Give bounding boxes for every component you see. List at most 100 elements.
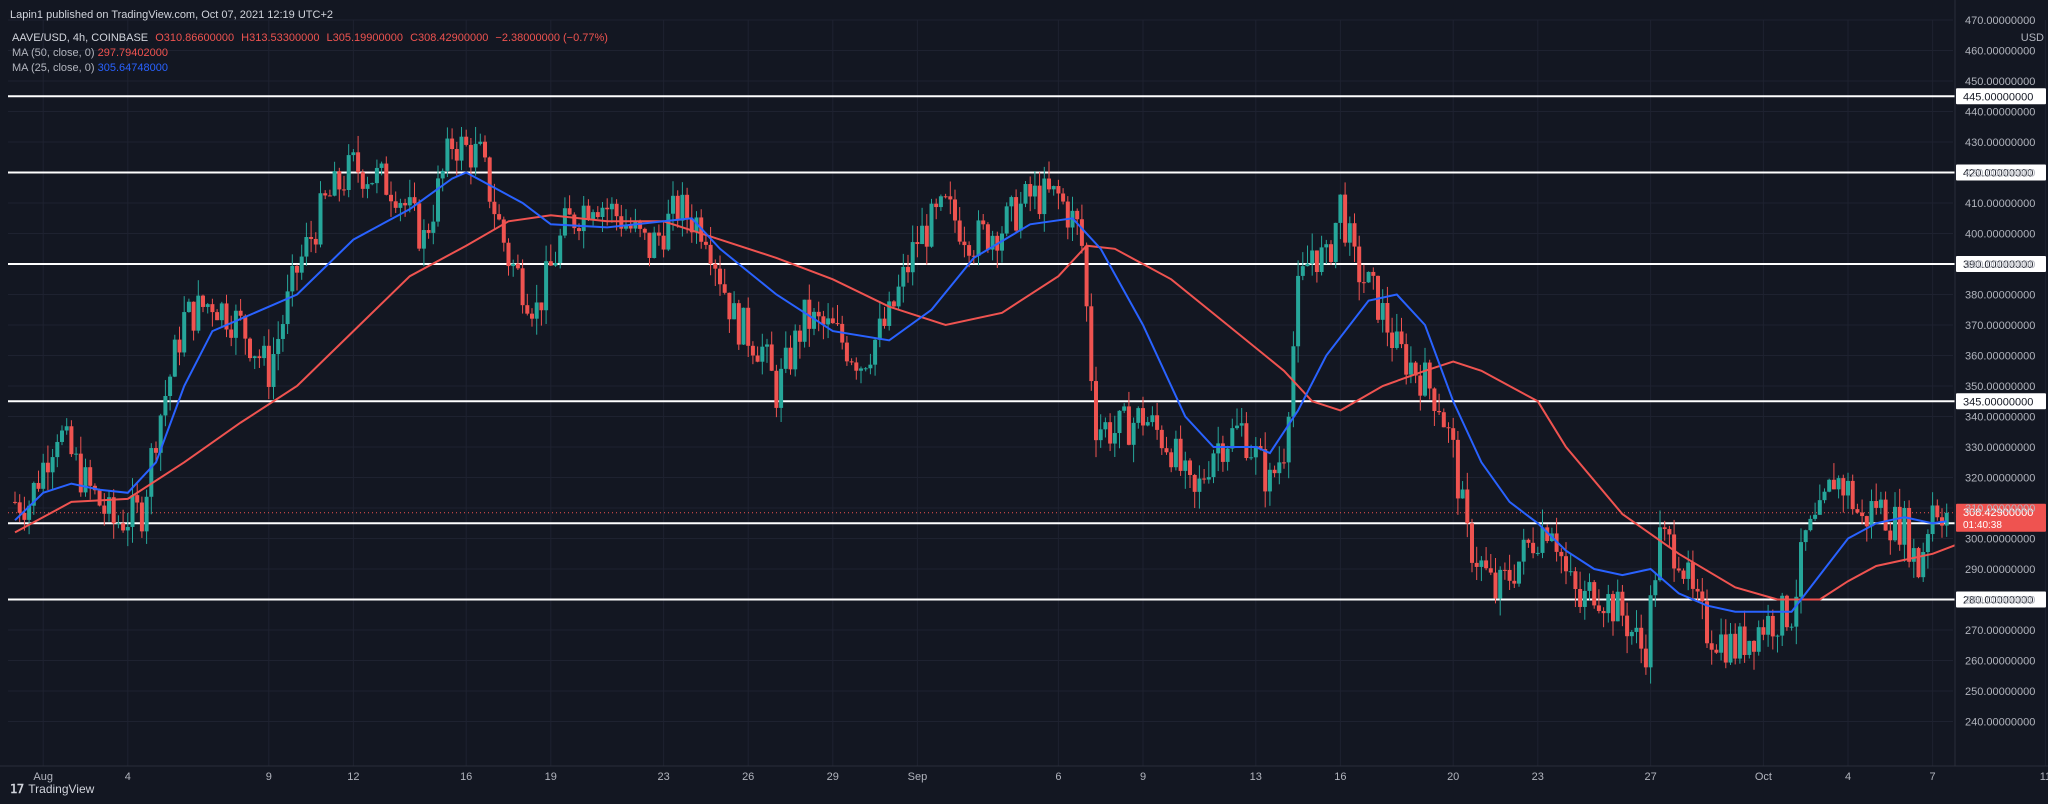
candle-body xyxy=(614,203,619,217)
chart-grid xyxy=(8,19,2046,766)
candle-body xyxy=(266,345,271,387)
published-header: Lapin1 published on TradingView.com, Oct… xyxy=(10,9,333,21)
price-tick-label: 300.00000000 xyxy=(1965,534,2035,546)
candle-body xyxy=(1902,507,1907,545)
candle-body xyxy=(1474,562,1479,567)
tradingview-logo[interactable]: 𝟣𝟩 TradingView xyxy=(10,782,94,796)
candle-body xyxy=(1540,527,1545,553)
candle-body xyxy=(835,323,840,325)
ma25-legend[interactable]: MA (25, close, 0) 305.64748000 xyxy=(12,61,612,76)
candle-body xyxy=(1056,186,1061,194)
candle-body xyxy=(440,170,445,179)
candle-body xyxy=(812,311,816,329)
candle-body xyxy=(1855,509,1860,513)
price-tick-label: 320.00000000 xyxy=(1965,473,2035,485)
candle-body xyxy=(262,345,267,359)
candle-body xyxy=(854,362,859,371)
candle-body xyxy=(1836,478,1841,490)
candle-body xyxy=(1131,422,1136,445)
candle-body xyxy=(454,149,459,161)
candle-body xyxy=(483,141,487,158)
candle-body xyxy=(1263,449,1268,492)
candle-body xyxy=(309,237,314,239)
candle-body xyxy=(967,245,972,256)
candle-body xyxy=(1897,506,1902,545)
candle-body xyxy=(125,526,130,531)
time-tick-label: 16 xyxy=(460,771,472,783)
candle-body xyxy=(1925,534,1930,553)
candle-body xyxy=(859,368,863,371)
candle-body xyxy=(1314,250,1319,273)
candle-body xyxy=(1216,443,1221,454)
candle-body xyxy=(1752,640,1756,652)
candle-body xyxy=(13,501,17,503)
price-tick-label: 370.00000000 xyxy=(1965,320,2035,332)
price-tick-label: 310.00000000 xyxy=(1965,503,2035,515)
candle-body xyxy=(1065,201,1070,228)
candle-body xyxy=(1700,591,1705,602)
candle-body xyxy=(1432,388,1437,411)
candle-body xyxy=(1352,223,1357,247)
candle-body xyxy=(1277,462,1282,474)
candle-body xyxy=(74,453,79,455)
last-price-tag xyxy=(1956,503,2046,532)
candle-body xyxy=(304,237,309,257)
candle-body xyxy=(1559,551,1564,557)
candle-body xyxy=(1526,539,1531,543)
candle-body xyxy=(821,316,826,325)
candle-body xyxy=(1667,529,1672,535)
level-price-label: 420.00000000 xyxy=(1963,168,2033,180)
chart-legend: AAVE/USD, 4h, COINBASE O310.86600000 H31… xyxy=(12,31,612,76)
candle-body xyxy=(436,178,440,222)
candle-body xyxy=(943,196,948,198)
candle-body xyxy=(1643,648,1648,668)
candle-body xyxy=(1893,506,1897,541)
candle-body xyxy=(1267,469,1272,492)
time-tick-label: 23 xyxy=(657,771,669,783)
ohlc-row: AAVE/USD, 4h, COINBASE O310.86600000 H31… xyxy=(12,31,612,46)
candle-body xyxy=(1728,633,1733,663)
candle-body xyxy=(661,235,666,250)
candle-body xyxy=(158,415,163,453)
candle-body xyxy=(111,497,116,524)
candle-body xyxy=(360,172,365,189)
candle-body xyxy=(154,448,158,453)
time-tick-label: 9 xyxy=(1140,771,1146,783)
time-tick-label: 19 xyxy=(545,771,557,783)
candle-body xyxy=(1545,527,1550,542)
candle-body xyxy=(295,265,299,273)
candle-body xyxy=(591,212,596,220)
candle-body xyxy=(1296,275,1301,347)
currency-label[interactable]: USD xyxy=(2020,32,2044,44)
candle-body xyxy=(976,220,981,256)
time-tick-label: 20 xyxy=(1447,771,1459,783)
candle-body xyxy=(1714,649,1719,653)
candle-body xyxy=(224,303,229,330)
candle-body xyxy=(501,219,506,243)
candle-body xyxy=(1413,362,1418,376)
candle-body xyxy=(1206,477,1211,480)
candle-body xyxy=(83,467,88,493)
ma50-value: 297.79402000 xyxy=(97,47,168,59)
candle-body xyxy=(689,218,694,233)
candle-body xyxy=(1310,250,1315,264)
candle-body xyxy=(647,232,652,258)
ma50-legend[interactable]: MA (50, close, 0) 297.79402000 xyxy=(12,46,612,61)
candle-body xyxy=(1874,501,1879,508)
candle-body xyxy=(1202,478,1207,480)
candle-body xyxy=(924,225,929,247)
candle-body xyxy=(562,208,567,236)
time-tick-label: 26 xyxy=(742,771,754,783)
candle-body xyxy=(1930,505,1935,535)
price-tick-label: 410.00000000 xyxy=(1965,198,2035,210)
candle-body xyxy=(1582,590,1587,607)
candlesticks xyxy=(13,126,1949,684)
candle-body xyxy=(421,230,426,249)
candle-body xyxy=(1300,266,1305,276)
candle-body xyxy=(1723,634,1728,663)
candle-body xyxy=(403,203,408,206)
candle-body xyxy=(219,303,224,321)
candle-body xyxy=(896,286,901,307)
candle-body xyxy=(332,171,337,196)
